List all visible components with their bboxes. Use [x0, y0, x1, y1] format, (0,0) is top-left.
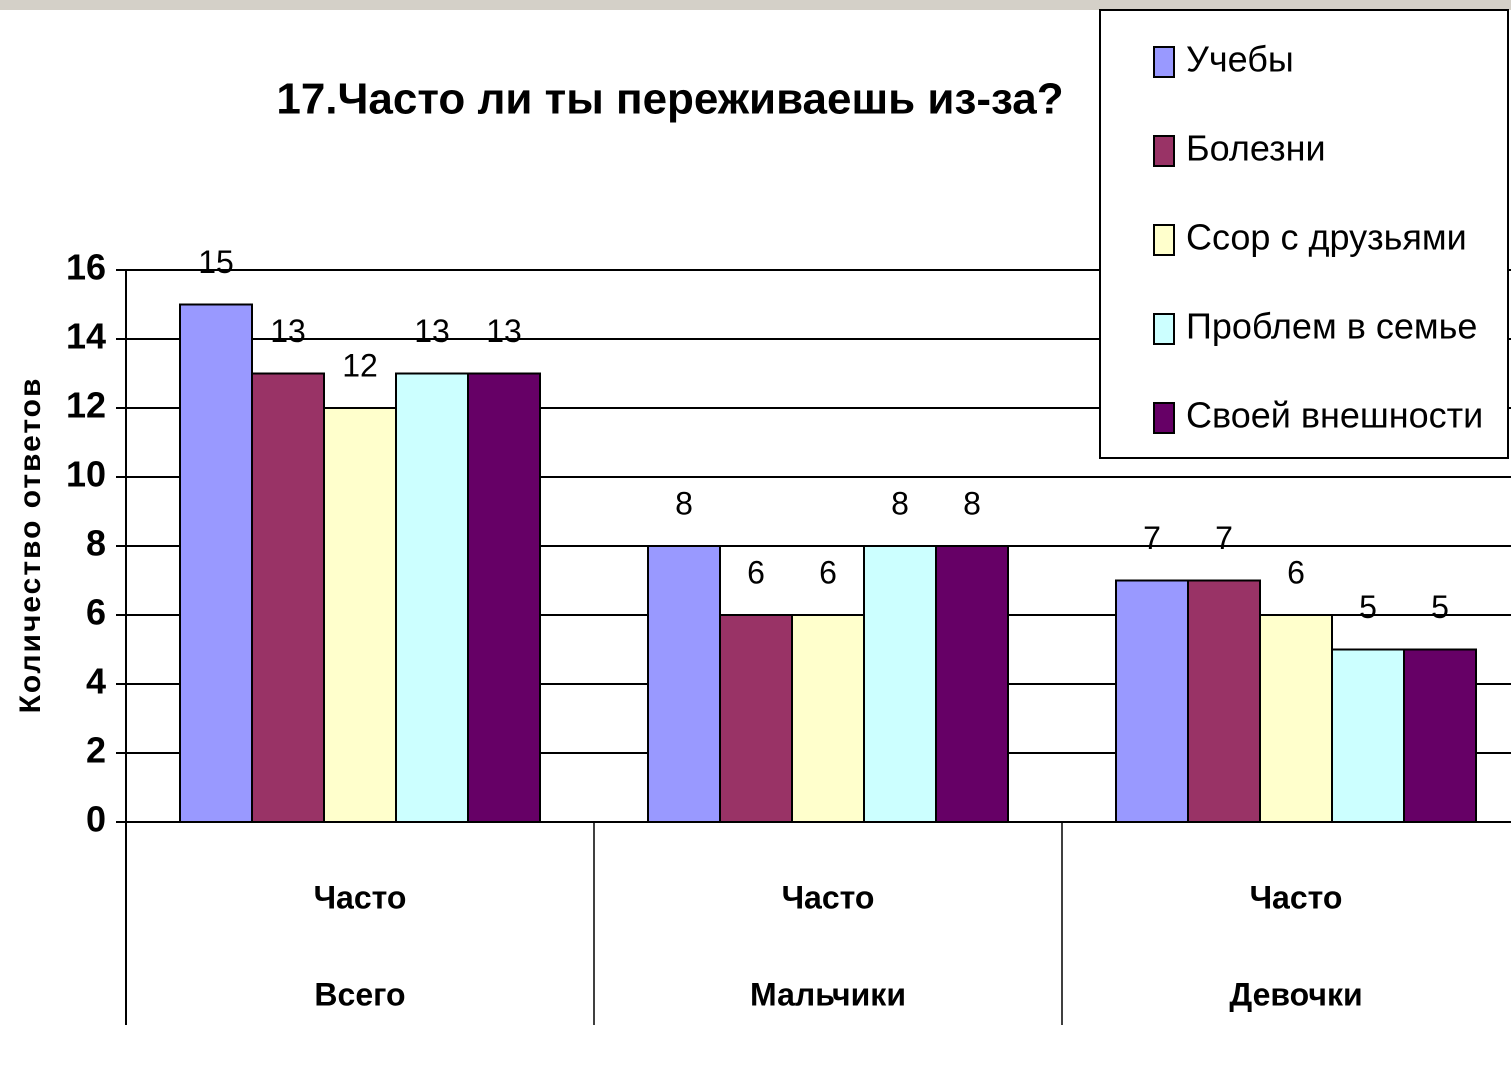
data-label: 5 — [1431, 589, 1449, 625]
data-label: 8 — [963, 485, 981, 521]
y-tick-label: 0 — [86, 799, 106, 840]
y-tick-label: 16 — [66, 247, 106, 288]
data-label: 6 — [747, 554, 765, 590]
y-tick-label: 6 — [86, 592, 106, 633]
data-label: 6 — [819, 554, 837, 590]
x-group-label: Девочки — [1229, 976, 1362, 1012]
bar — [323, 407, 397, 823]
y-tick-label: 2 — [86, 730, 106, 771]
data-label: 5 — [1359, 589, 1377, 625]
bar — [791, 614, 865, 823]
x-group-label: Мальчики — [750, 976, 906, 1012]
bar — [647, 545, 721, 823]
data-label: 13 — [270, 313, 306, 349]
legend-label: Учебы — [1186, 39, 1294, 80]
legend-label: Проблем в семье — [1186, 306, 1477, 347]
legend-swatch — [1153, 135, 1175, 167]
bar — [1331, 648, 1405, 823]
bar — [1187, 579, 1261, 823]
y-tick-label: 8 — [86, 523, 106, 564]
bar — [467, 372, 541, 823]
x-group-label: Всего — [314, 976, 405, 1012]
data-label: 7 — [1143, 520, 1161, 556]
bar — [1259, 614, 1333, 823]
top-border — [0, 0, 1511, 10]
bar — [863, 545, 937, 823]
data-label: 8 — [891, 485, 909, 521]
bar — [251, 372, 325, 823]
legend-swatch — [1153, 46, 1175, 78]
data-label: 7 — [1215, 520, 1233, 556]
x-tick-label: Часто — [314, 879, 407, 915]
bar — [395, 372, 469, 823]
x-tick-label: Часто — [1250, 879, 1343, 915]
data-label: 13 — [414, 313, 450, 349]
y-tick-label: 14 — [66, 316, 106, 357]
legend-swatch — [1153, 402, 1175, 434]
bar — [179, 303, 253, 823]
legend-swatch — [1153, 224, 1175, 256]
chart-title: 17.Часто ли ты переживаешь из-за? — [276, 75, 1063, 124]
data-label: 13 — [486, 313, 522, 349]
y-axis-label: Количество ответов — [14, 377, 47, 714]
bar — [719, 614, 793, 823]
legend-label: Своей внешности — [1186, 395, 1483, 436]
data-label: 15 — [198, 244, 234, 280]
y-tick-label: 10 — [66, 454, 106, 495]
data-label: 12 — [342, 347, 378, 383]
legend-swatch — [1153, 313, 1175, 345]
bar — [935, 545, 1009, 823]
x-tick-label: Часто — [782, 879, 875, 915]
bar — [1115, 579, 1189, 823]
y-tick-label: 4 — [86, 661, 106, 702]
data-label: 8 — [675, 485, 693, 521]
data-label: 6 — [1287, 554, 1305, 590]
legend-label: Ссор с друзьями — [1186, 217, 1467, 258]
bar — [1403, 648, 1477, 823]
legend-label: Болезни — [1186, 128, 1326, 169]
y-tick-label: 12 — [66, 385, 106, 426]
